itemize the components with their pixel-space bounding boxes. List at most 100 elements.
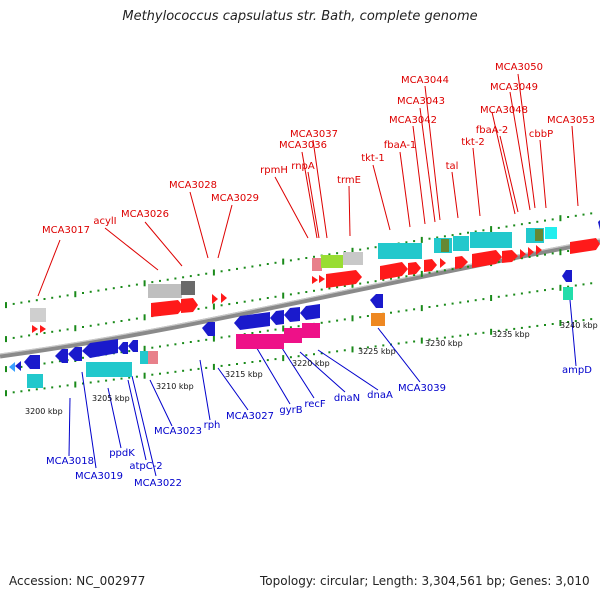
tick-mark [135,317,138,320]
gene-top-MCA3017[interactable] [30,308,46,322]
gene-top-red-arrow[interactable] [424,259,437,272]
gene-bottom-ampD[interactable] [563,287,573,300]
label-recF[interactable]: recF [304,399,326,410]
label-MCA3036[interactable]: MCA3036 [279,140,327,151]
gene-bottom-blue-arrow[interactable] [370,294,383,308]
label-MCA3029[interactable]: MCA3029 [211,193,259,204]
gene-bottom-blue-arrow[interactable] [9,362,15,372]
gene-bottom-MCA3027[interactable] [236,334,284,349]
gene-top-tkt-2[interactable] [470,232,512,248]
label-MCA3026[interactable]: MCA3026 [121,209,169,220]
tick-mark [436,236,439,239]
tick-mark [82,356,84,359]
gene-top-red-arrow[interactable] [221,293,227,303]
tick-mark [443,303,446,306]
label-acylI[interactable]: acylI [93,216,116,227]
gene-bottom-rph[interactable] [148,351,158,364]
label-MCA3028[interactable]: MCA3028 [169,180,217,191]
label-MCA3039[interactable]: MCA3039 [398,383,446,394]
label-MCA3048[interactable]: MCA3048 [480,105,528,116]
label-rnpA[interactable]: rnpA [291,161,315,172]
gene-top-red-arrow[interactable] [181,298,198,313]
gene-top-tkt-1[interactable] [378,243,422,259]
gene-bottom-blue-arrow[interactable] [270,310,284,325]
gene-bottom-blue-arrow[interactable] [202,322,215,336]
gene-bottom-blue-arrow[interactable] [234,312,270,330]
gene-top-red-arrow[interactable] [520,249,526,259]
tick-mark [305,354,308,357]
gene-top-MCA3042[interactable] [441,239,449,252]
gene-bottom-blue-arrow[interactable] [68,347,82,361]
gene-bottom-MCA3039[interactable] [371,313,385,326]
gene-top-red-arrow[interactable] [408,262,421,275]
label-atpC-2[interactable]: atpC-2 [129,461,162,472]
gene-top-red-arrow[interactable] [570,238,600,254]
gene-bottom-gyrB[interactable] [284,328,302,343]
label-rpmH[interactable]: rpmH [260,165,288,176]
label-fbaA-2[interactable]: fbaA-2 [476,125,509,136]
label-MCA3037[interactable]: MCA3037 [290,129,338,140]
label-tkt-1[interactable]: tkt-1 [361,153,385,164]
label-fbaA-1[interactable]: fbaA-1 [384,140,417,151]
label-tkt-2[interactable]: tkt-2 [461,137,485,148]
gene-top-red-arrow[interactable] [472,250,502,268]
gene-bottom-ppdK[interactable] [86,362,132,377]
gene-bottom-blue-arrow[interactable] [15,361,21,371]
label-MCA3044[interactable]: MCA3044 [401,75,449,86]
label-ppdK[interactable]: ppdK [109,448,135,459]
gene-bottom-blue-arrow[interactable] [562,270,572,282]
label-dnaA[interactable]: dnaA [367,390,393,401]
gene-top-red-arrow[interactable] [455,256,468,269]
gene-top-red-arrow[interactable] [212,294,218,304]
label-ampD[interactable]: ampD [562,365,592,376]
gene-top-tal[interactable] [453,236,469,251]
gene-bottom-blue-arrow[interactable] [118,342,128,354]
gene-top-acylI[interactable] [148,284,182,298]
gene-top-red-arrow[interactable] [319,275,325,283]
label-MCA3018[interactable]: MCA3018 [46,456,94,467]
gene-top-red-arrow[interactable] [440,258,446,268]
label-MCA3017[interactable]: MCA3017 [42,225,90,236]
label-MCA3019[interactable]: MCA3019 [75,471,123,482]
gene-bottom-blue-arrow[interactable] [24,355,40,369]
gene-top-rpmH[interactable] [312,258,322,271]
gene-bottom-MCA3018[interactable] [27,374,43,388]
label-dnaN[interactable]: dnaN [334,393,360,404]
label-MCA3050[interactable]: MCA3050 [495,62,543,73]
label-cbbP[interactable]: cbbP [529,129,553,140]
gene-bottom-blue-arrow[interactable] [82,339,118,358]
gene-bottom-MCA3023[interactable] [140,351,149,364]
gene-bottom-blue-arrow[interactable] [128,340,138,352]
gene-top-cbbP[interactable] [545,227,557,239]
label-MCA3027[interactable]: MCA3027 [226,411,274,422]
gene-top-MCA3049[interactable] [535,229,543,241]
tick-mark [428,237,431,240]
label-trmE[interactable]: trmE [337,175,361,186]
label-MCA3053[interactable]: MCA3053 [547,115,595,126]
tick-mark [428,338,431,341]
gene-top-red-arrow[interactable] [536,245,542,255]
gene-bottom-blue-arrow[interactable] [55,349,68,363]
gene-top-red-arrow[interactable] [502,250,518,263]
gene-top-red-arrow[interactable] [528,247,534,257]
gene-top-red-arrow[interactable] [312,276,318,284]
label-gyrB[interactable]: gyrB [279,405,302,416]
gene-top-red-arrow[interactable] [40,325,46,333]
gene-top-red-arrow[interactable] [380,262,408,280]
label-MCA3043[interactable]: MCA3043 [397,96,445,107]
gene-top-trmE[interactable] [343,252,363,265]
label-MCA3042[interactable]: MCA3042 [389,115,437,126]
gene-bottom-recF[interactable] [302,323,320,338]
label-MCA3022[interactable]: MCA3022 [134,478,182,489]
gene-bottom-blue-arrow[interactable] [300,304,320,320]
gene-top-MCA3026[interactable] [181,281,195,295]
gene-top-red-arrow[interactable] [151,300,184,317]
label-rph[interactable]: rph [204,420,221,431]
label-tal[interactable]: tal [446,161,459,172]
label-MCA3023[interactable]: MCA3023 [154,426,202,437]
gene-top-MCA3036[interactable] [321,255,343,268]
gene-top-red-arrow[interactable] [326,270,362,288]
gene-top-red-arrow[interactable] [32,325,38,333]
label-MCA3049[interactable]: MCA3049 [490,82,538,93]
gene-bottom-blue-arrow[interactable] [284,307,300,322]
